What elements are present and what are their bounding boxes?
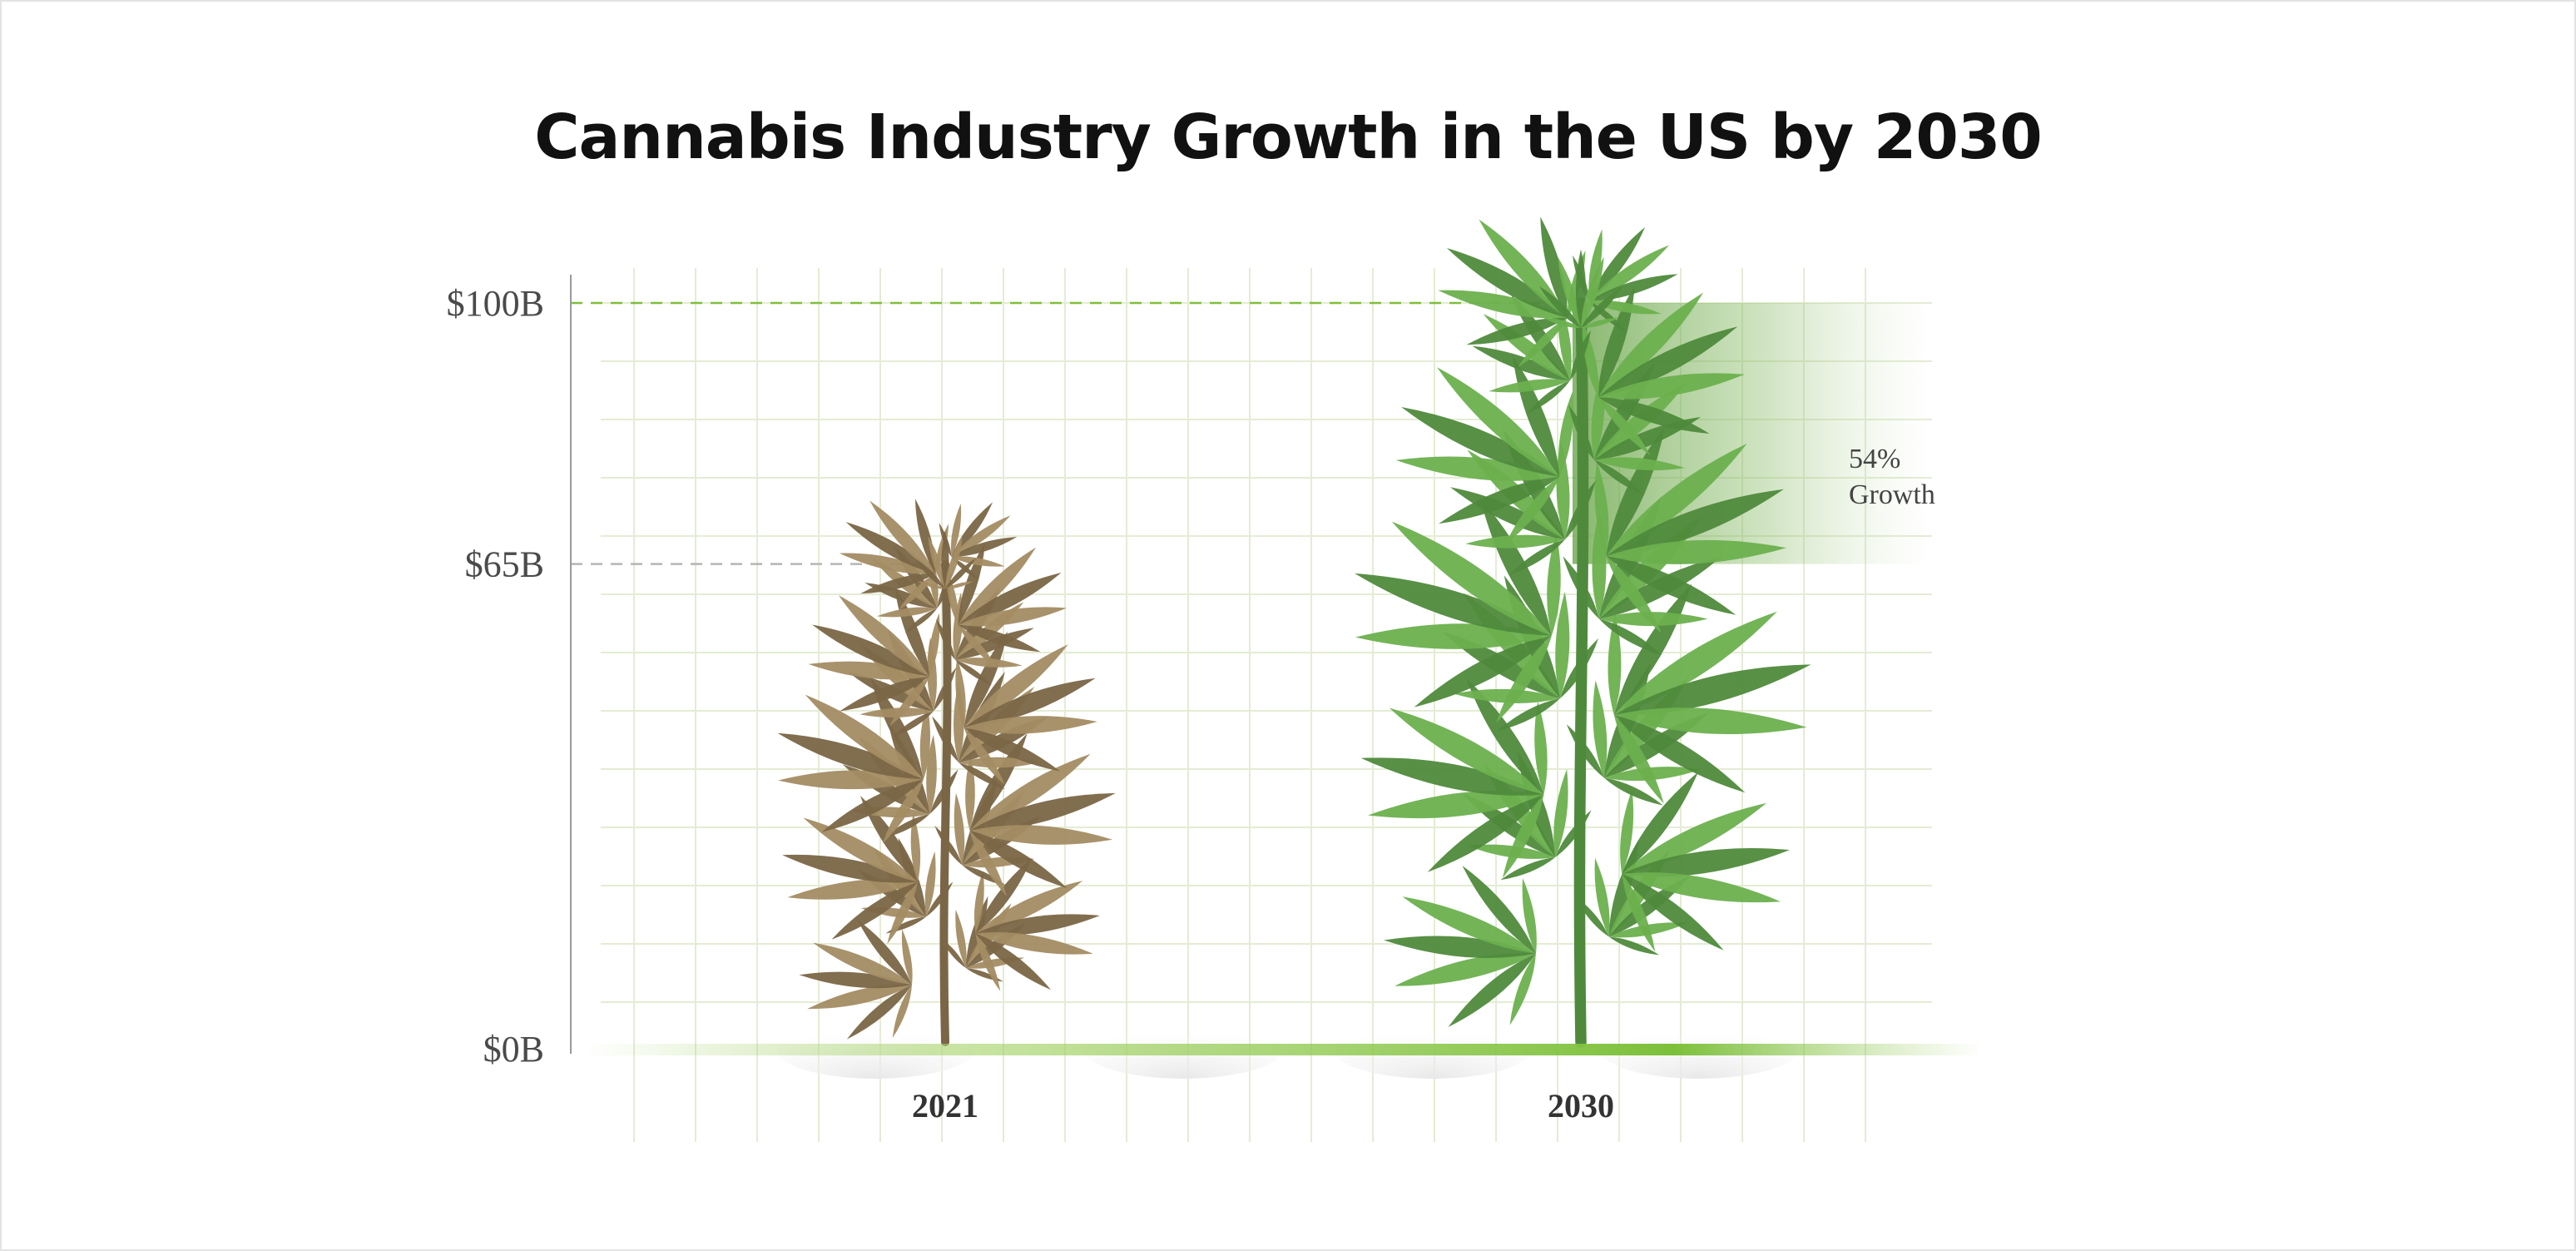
reference-lines <box>571 301 1581 565</box>
leaf <box>973 857 1100 991</box>
leaf <box>914 530 977 589</box>
plant-2030 <box>1354 216 1811 1048</box>
leaf <box>1582 285 1746 456</box>
leaf <box>777 677 931 844</box>
x-tick-label: 2021 <box>912 1087 978 1124</box>
leaf <box>1360 678 1548 879</box>
x-axis-ticks: 2021 2030 <box>912 1087 1614 1124</box>
leaf <box>1620 772 1791 952</box>
plant-marks <box>777 216 1811 1048</box>
leaf <box>1384 865 1537 1027</box>
y-tick-label: $65B <box>465 544 544 585</box>
chart-title: Cannabis Industry Growth in the US by 20… <box>534 102 2043 173</box>
leaf <box>799 919 913 1040</box>
growth-annotation-label: Growth <box>1849 479 1935 510</box>
y-tick-label: $0B <box>483 1029 544 1070</box>
leaf <box>1594 426 1786 633</box>
y-tick-label: $100B <box>447 283 544 324</box>
leaf <box>782 796 921 945</box>
x-tick-label: 2030 <box>1548 1087 1614 1124</box>
y-axis-ticks: $0B $65B $100B <box>447 283 544 1070</box>
growth-annotation-percent: 54% <box>1849 444 1900 474</box>
plant-2021 <box>777 499 1116 1046</box>
leaf <box>939 502 1018 580</box>
leaf <box>946 542 1067 668</box>
leaf <box>1354 498 1561 723</box>
leaf <box>965 733 1116 896</box>
baseline-bar <box>584 1044 1982 1055</box>
leaf <box>1395 355 1574 544</box>
growth-annotation: 54% Growth <box>1849 444 1935 510</box>
leaf <box>1538 249 1623 329</box>
